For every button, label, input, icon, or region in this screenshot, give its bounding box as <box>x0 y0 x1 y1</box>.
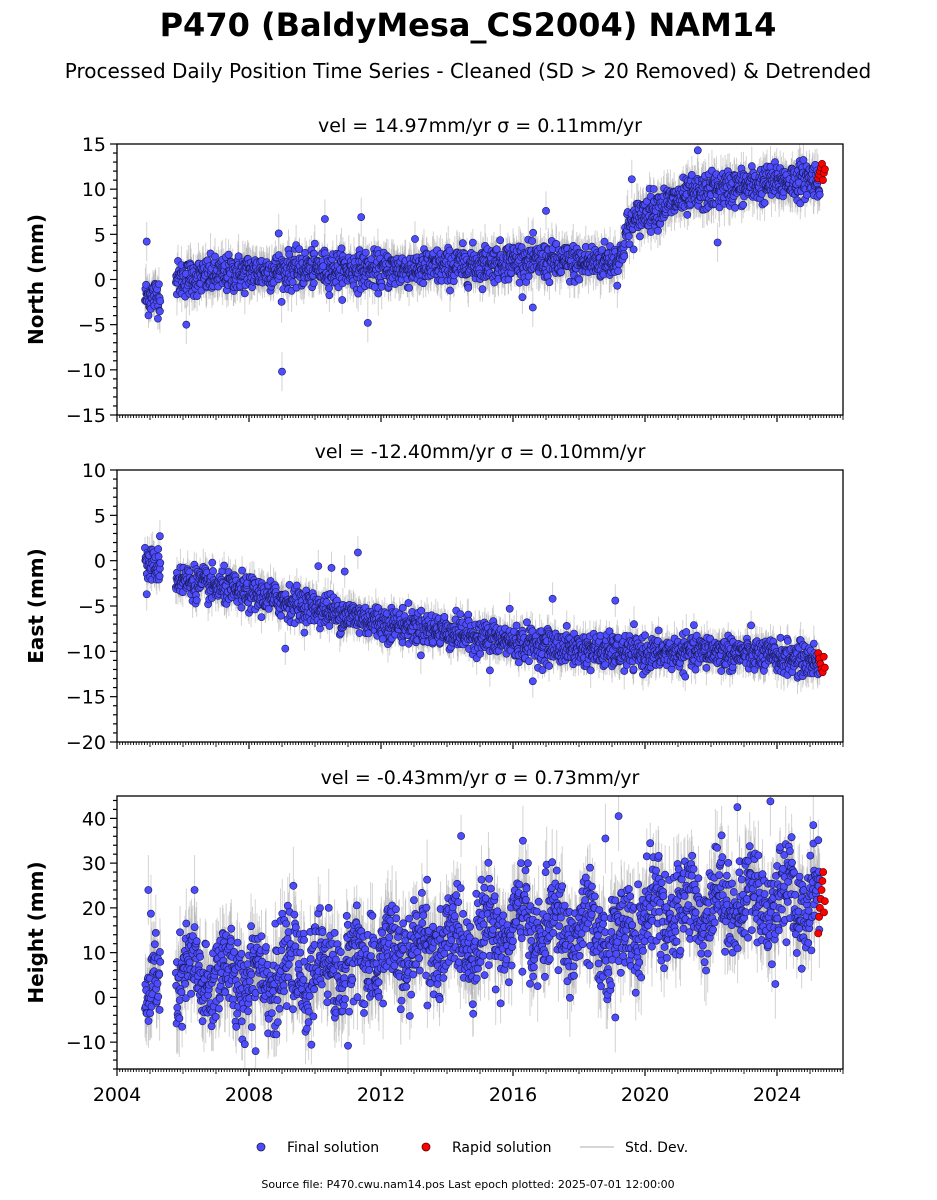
final-point <box>361 248 370 257</box>
final-point <box>625 240 634 249</box>
final-point <box>325 284 333 293</box>
final-point <box>747 162 756 171</box>
final-point <box>739 200 747 209</box>
final-point <box>496 236 505 245</box>
final-point <box>627 175 636 184</box>
final-point <box>240 289 249 298</box>
final-point <box>693 146 702 155</box>
final-point <box>234 252 243 261</box>
final-point <box>557 268 566 276</box>
final-point <box>683 210 692 219</box>
final-point <box>405 283 413 292</box>
final-point <box>624 232 633 241</box>
final-point <box>144 311 153 320</box>
y-tick-label: 0 <box>94 270 106 292</box>
final-point <box>325 291 334 300</box>
final-point <box>155 307 164 316</box>
panel-title: vel = 14.97mm/yr σ = 0.11mm/yr <box>318 115 642 137</box>
final-point <box>337 244 346 253</box>
final-point <box>338 296 347 304</box>
final-point <box>731 203 739 212</box>
final-point <box>142 237 151 246</box>
y-axis-label: North (mm) <box>24 214 48 345</box>
final-point <box>285 250 294 259</box>
final-point <box>492 245 501 254</box>
final-point <box>458 239 467 248</box>
final-point <box>309 279 318 288</box>
panel-1: vel = 14.97mm/yr σ = 0.11mm/yr North (mm)… <box>24 115 844 427</box>
figure-subtitle: Processed Daily Position Time Series - C… <box>65 59 871 83</box>
final-point <box>478 285 487 294</box>
final-point <box>156 297 165 305</box>
final-point <box>374 289 383 298</box>
final-point <box>803 190 811 199</box>
final-point <box>649 185 658 193</box>
y-tick-label: −5 <box>78 315 106 337</box>
final-point <box>277 297 286 306</box>
final-point <box>182 320 191 329</box>
final-point <box>445 246 454 255</box>
final-point <box>687 170 696 179</box>
final-point <box>142 280 150 289</box>
final-point <box>377 282 386 291</box>
final-point <box>614 267 622 275</box>
final-point <box>575 275 584 284</box>
plot-area <box>141 144 829 392</box>
final-point <box>320 215 329 223</box>
rapid-point <box>820 165 829 174</box>
y-tick-label: 5 <box>94 224 106 246</box>
final-point <box>524 272 533 281</box>
final-point <box>529 228 537 237</box>
final-point <box>518 293 527 302</box>
final-point <box>295 245 304 253</box>
rapid-solution-points <box>814 159 829 185</box>
final-point <box>224 250 233 259</box>
final-point <box>542 206 550 215</box>
final-point <box>654 226 662 235</box>
final-point <box>799 156 808 164</box>
final-point <box>278 367 286 376</box>
final-point <box>713 238 722 247</box>
x-axis <box>116 415 844 422</box>
final-point <box>446 286 454 295</box>
y-axis <box>110 143 117 416</box>
y-tick-label: 10 <box>82 179 106 201</box>
rapid-point <box>819 176 827 185</box>
final-point <box>760 198 769 207</box>
final-point <box>153 314 162 323</box>
y-tick-label: −15 <box>66 405 106 427</box>
final-solution-points <box>141 146 824 376</box>
final-point <box>363 318 372 327</box>
final-point <box>815 190 824 199</box>
final-point <box>154 280 163 289</box>
y-tick-label: 15 <box>82 134 106 156</box>
final-point <box>620 252 629 261</box>
final-point <box>629 245 638 254</box>
final-point <box>545 278 554 287</box>
final-point <box>288 278 297 287</box>
final-point <box>600 237 609 246</box>
final-point <box>419 279 428 288</box>
plot-area <box>141 519 829 698</box>
final-point <box>274 229 283 238</box>
final-point <box>468 238 477 247</box>
final-point <box>528 237 536 245</box>
final-point <box>528 303 537 312</box>
final-point <box>464 283 473 292</box>
final-point <box>636 232 644 241</box>
final-point <box>411 235 419 243</box>
panels: vel = 14.97mm/yr σ = 0.11mm/yr North (mm)… <box>24 115 844 1106</box>
final-point <box>357 213 366 222</box>
final-point <box>310 239 319 248</box>
figure-title: P470 (BaldyMesa_CS2004) NAM14 <box>160 6 777 44</box>
y-tick-label: −10 <box>66 360 106 382</box>
final-point <box>613 281 622 290</box>
final-point <box>193 292 201 300</box>
final-point <box>647 228 655 236</box>
final-point <box>211 252 219 261</box>
